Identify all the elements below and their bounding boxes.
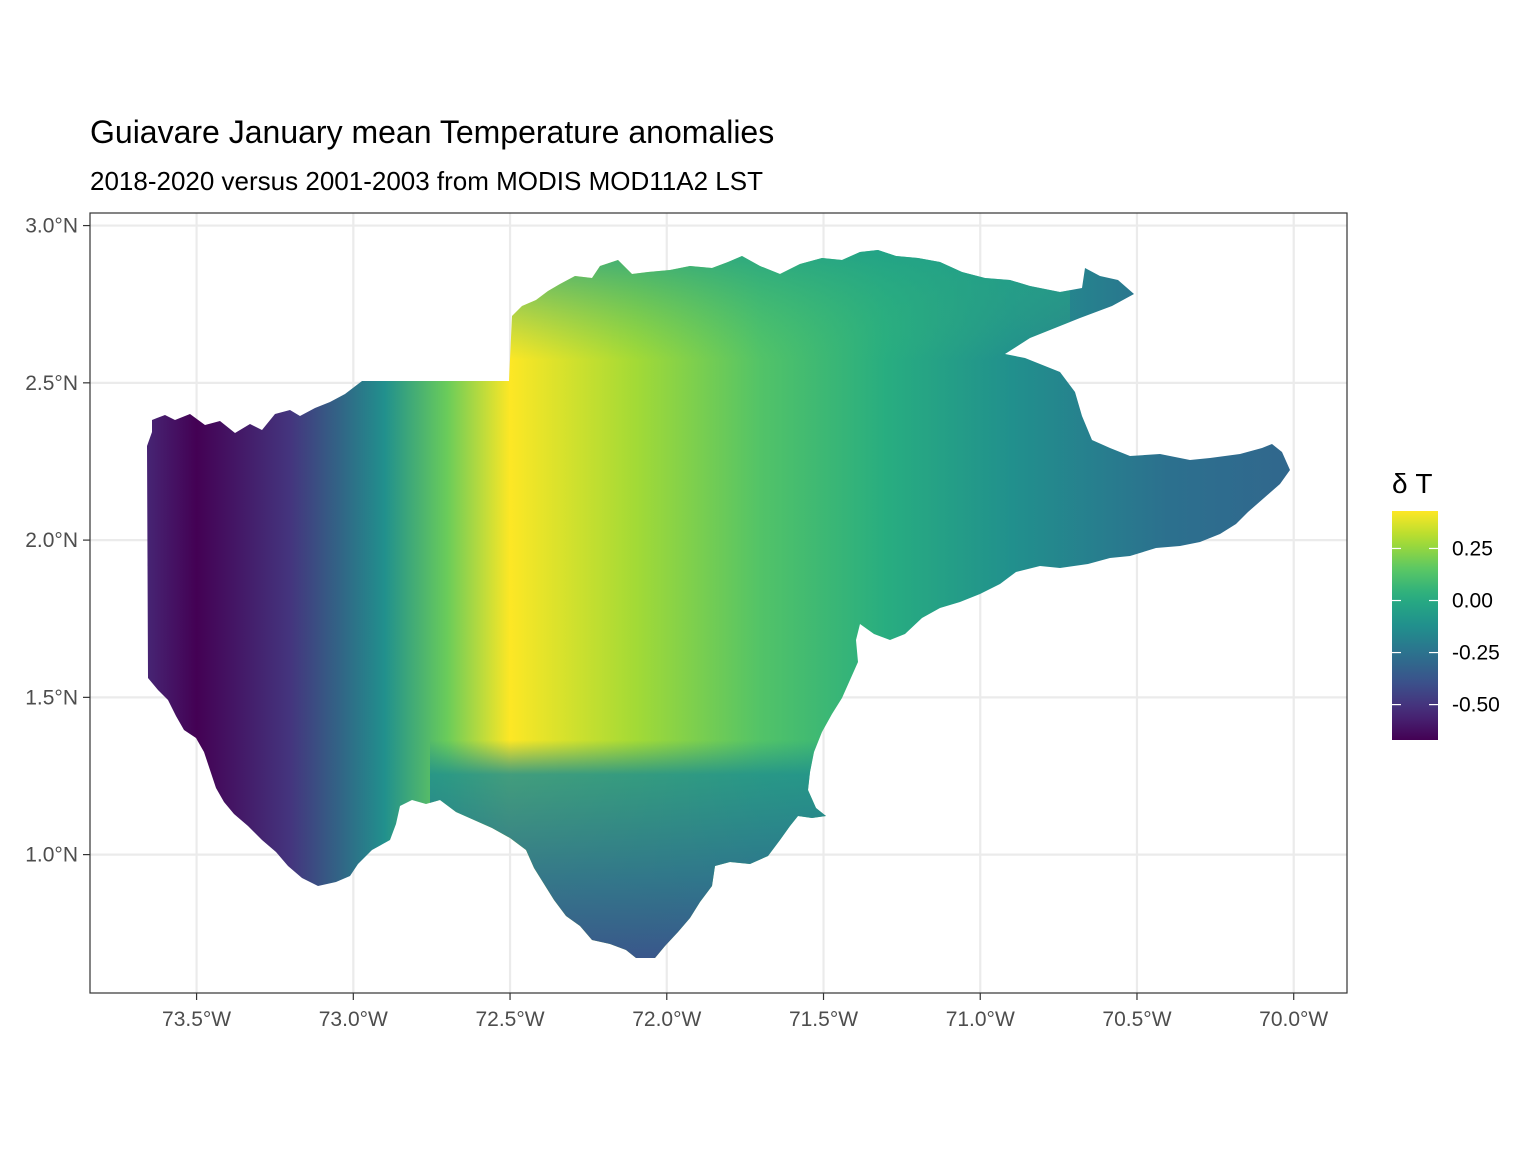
panel-border [89,212,1348,994]
x-tick-label: 70.0°W [1259,1008,1328,1031]
colorbar-legend: δ T 0.25 0.00 -0.25 -0.50 [1392,468,1500,740]
colorbar-ticks: 0.25 0.00 -0.25 -0.50 [1392,537,1500,717]
x-tick-label: 72.5°W [475,1008,544,1031]
legend-title: δ T [1392,468,1432,499]
colorbar [1392,511,1438,740]
x-tick-label: 72.0°W [632,1008,701,1031]
colorbar-tick-label: 0.25 [1452,537,1493,560]
x-axis: 73.5°W 73.0°W 72.5°W 72.0°W 71.5°W 71.0°W 70.5… [162,993,1328,1031]
colorbar-tick-label: 0.00 [1452,590,1493,613]
x-tick-label: 71.5°W [789,1008,858,1031]
x-tick-label: 73.0°W [319,1008,388,1031]
y-axis: 3.0°N 2.5°N 2.0°N 1.5°N 1.0°N [25,215,90,867]
y-tick-label: 3.0°N [25,215,78,238]
x-tick-label: 70.5°W [1102,1008,1171,1031]
colorbar-tick-label: -0.25 [1452,642,1500,665]
map-title: Guiavare January mean Temperature anomal… [90,114,775,150]
y-tick-label: 2.0°N [25,529,78,552]
map-subtitle: 2018-2020 versus 2001-2003 from MODIS MO… [90,166,763,196]
colorbar-tick-label: -0.50 [1452,694,1500,717]
y-tick-label: 2.5°N [25,372,78,395]
y-tick-label: 1.5°N [25,686,78,709]
y-tick-label: 1.0°N [25,844,78,867]
x-tick-label: 73.5°W [162,1008,231,1031]
x-tick-label: 71.0°W [946,1008,1015,1031]
